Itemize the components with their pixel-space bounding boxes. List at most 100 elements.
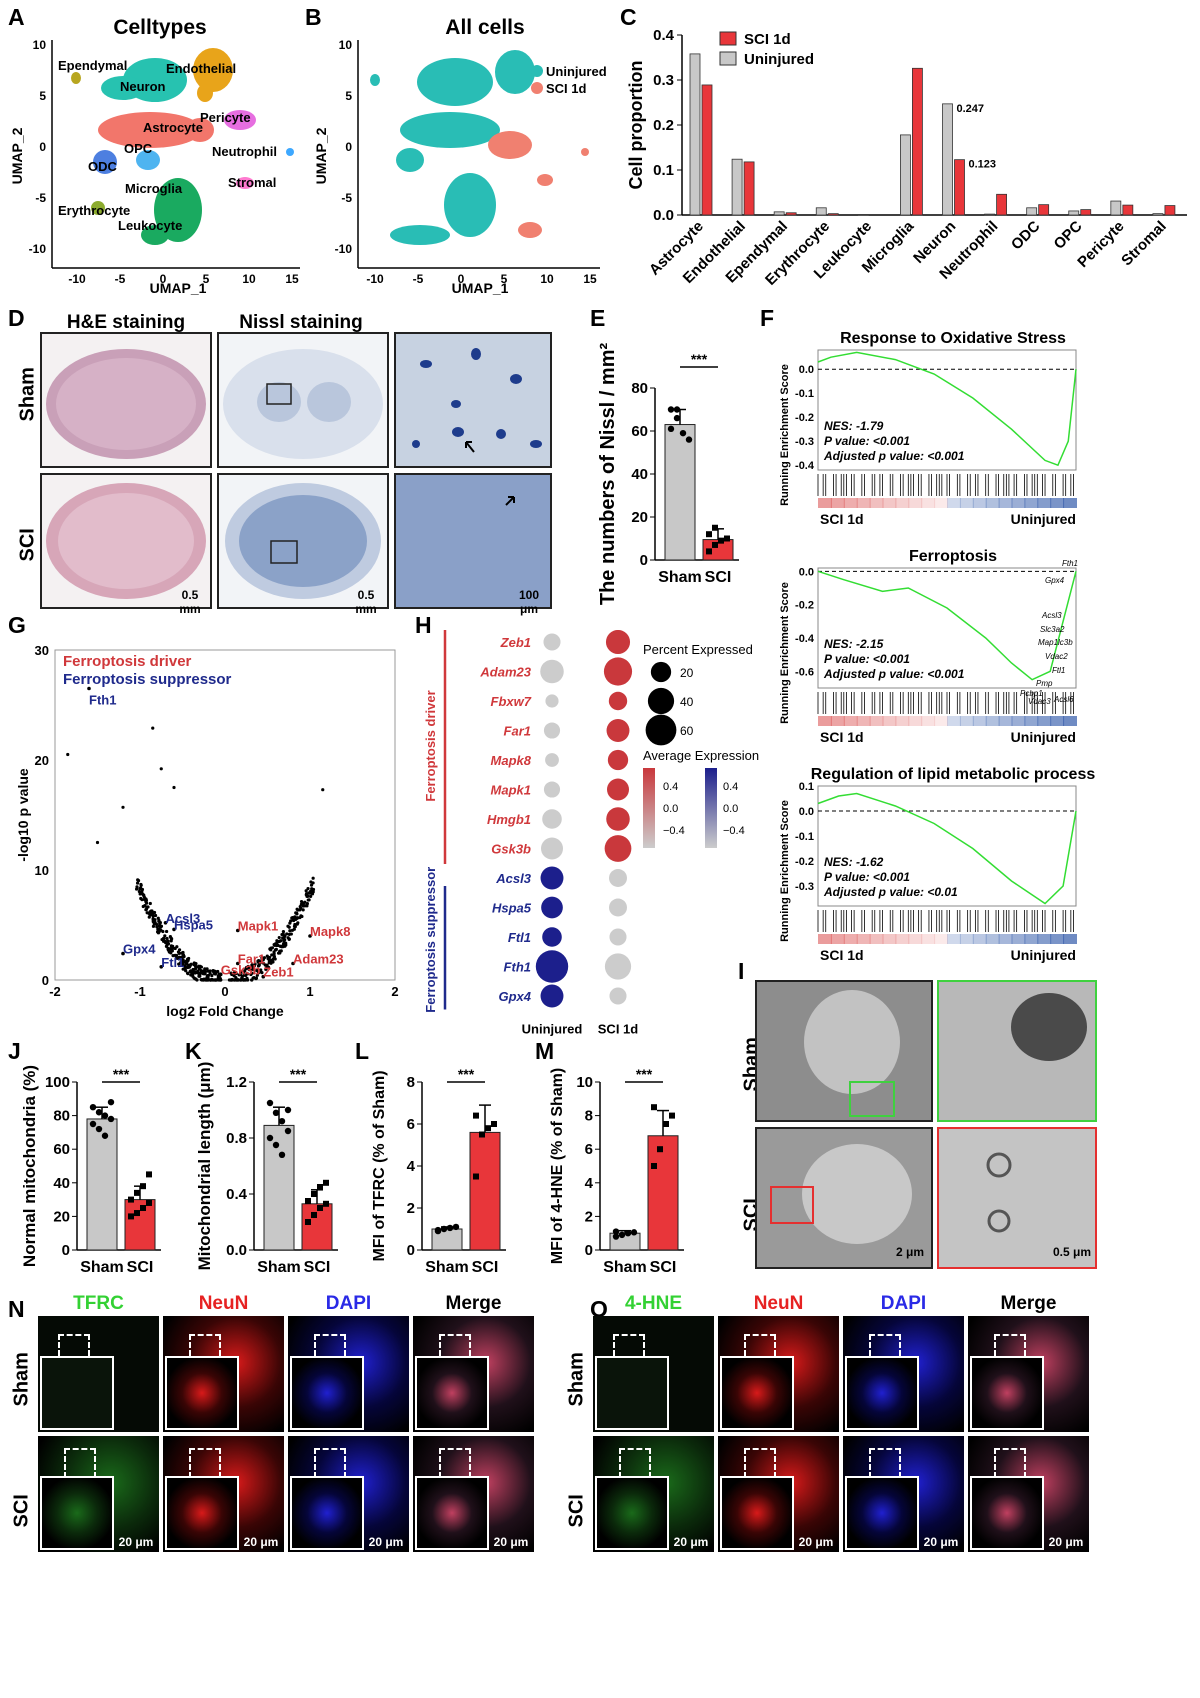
cluster-label: ODC: [88, 159, 118, 174]
tem-sci-image: [755, 1127, 933, 1269]
zoom-inset: [40, 1476, 114, 1550]
gene-label: Hmgb1: [487, 812, 531, 827]
gene-point: [277, 935, 281, 940]
category-label: SCI: [472, 1259, 499, 1276]
y-tick-label: 0.1: [799, 781, 814, 793]
tem-sci-zoom: [937, 1127, 1097, 1269]
rank-band: [985, 934, 1000, 944]
expression-dot: [604, 953, 632, 980]
bar-sci: [954, 159, 965, 216]
gene-point: [159, 924, 164, 928]
scale-bar: 20 μm: [798, 1535, 834, 1549]
y-axis-label: MFI of TFRC (% of Sham): [371, 1070, 388, 1261]
rank-band: [998, 934, 1013, 944]
legend-driver: Ferroptosis driver: [63, 653, 192, 670]
gene-label: Acsl3: [166, 911, 201, 926]
labeled-point: [308, 934, 312, 938]
y-tick-label: -0.3: [795, 881, 814, 893]
gene-label: Gsk3b: [491, 842, 531, 857]
zoom-inset: [165, 1476, 239, 1550]
he-scale-bar: 0.5 mm: [179, 588, 201, 616]
gene-point: [66, 752, 70, 757]
bar-sci: [912, 67, 923, 216]
panel-letter-c: C: [620, 4, 637, 30]
enrichment-curve: [817, 570, 1077, 681]
gene-label: Hspa5: [492, 901, 532, 916]
bar-sci: [827, 213, 839, 216]
gene-point: [311, 876, 315, 880]
gene-label: Zeb1: [263, 965, 293, 980]
gene-label: Acsl3: [1041, 611, 1062, 620]
data-point: [630, 1229, 638, 1236]
zoom-inset: [595, 1476, 669, 1550]
bar-sci: [743, 161, 755, 216]
data-point: [140, 1205, 146, 1211]
d-row-sci: SCI: [16, 528, 39, 562]
bar: [124, 1199, 156, 1251]
y-tick-label: 0.2: [653, 117, 674, 134]
panel-letter-j: J: [8, 1038, 21, 1064]
nissl-sham-image: [217, 332, 389, 468]
y-tick-label: 0.0: [653, 207, 674, 224]
gene-point: [258, 961, 262, 965]
gene-label: Mapk8: [491, 753, 532, 768]
y-tick-label: -0.2: [795, 856, 814, 868]
umap-a-title: Celltypes: [113, 16, 206, 39]
gene-point: [196, 969, 200, 973]
legend-sci: SCI 1d: [546, 81, 587, 96]
gene-point: [242, 973, 246, 977]
rank-band: [1063, 716, 1077, 726]
gene-point: [172, 785, 176, 790]
y-tick-label: 40: [53, 1175, 70, 1192]
size-legend-label: 40: [680, 695, 694, 709]
gene-point: [177, 951, 181, 955]
scale-bar: 20 μm: [368, 1535, 404, 1549]
data-point: [317, 1205, 323, 1211]
data-point: [128, 1213, 134, 1220]
data-point: [446, 1224, 454, 1232]
scale-bar: 20 μm: [243, 1535, 279, 1549]
data-point: [305, 1198, 311, 1204]
gene-point: [210, 974, 214, 978]
rank-band: [882, 716, 897, 726]
y-tick-label: 0: [585, 1242, 593, 1259]
panel-letter-a: A: [8, 4, 25, 30]
scale-bar: 20 μm: [493, 1535, 529, 1549]
data-point: [651, 1163, 657, 1169]
expression-dot: [604, 835, 632, 862]
column-label: Uninjured: [522, 1022, 583, 1037]
channel-header: TFRC: [73, 1293, 124, 1314]
expression-dot: [609, 928, 627, 946]
rank-band: [830, 498, 845, 508]
rank-band: [882, 934, 897, 944]
panel-letter-l: L: [355, 1038, 370, 1064]
gene-point: [289, 932, 293, 936]
nissl-count-chart: 0 20 40 60 80 The numbers of Nissl / mm² Sham S…: [597, 343, 739, 605]
channel-header: 4-HNE: [624, 1293, 682, 1314]
expression-dot: [605, 630, 631, 655]
x-tick-label: 0: [160, 272, 167, 286]
zoom-box: [189, 1448, 221, 1478]
legend-label: SCI 1d: [744, 31, 791, 48]
colorbar-label: −0.4: [663, 825, 685, 837]
y-tick-label: 4: [407, 1158, 416, 1175]
rank-band: [947, 716, 961, 726]
gene-label: Fth1: [1062, 559, 1078, 568]
category-label: Sham: [425, 1259, 469, 1276]
cluster-label: Leukocyte: [118, 218, 182, 233]
expression-dot: [545, 753, 559, 767]
data-point: [305, 1219, 311, 1225]
gene-point: [179, 961, 183, 965]
y-tick-label: 0.1: [653, 162, 674, 179]
gene-point: [165, 929, 169, 934]
data-point: [146, 1171, 152, 1178]
size-legend-dot: [647, 687, 675, 715]
bar-uninjured: [773, 211, 785, 216]
gene-label: Ftl1: [508, 930, 531, 945]
cluster-label: Ependymal: [58, 58, 127, 73]
data-point: [284, 1127, 292, 1135]
y-tick-label: -0.1: [795, 388, 814, 400]
rank-band: [947, 498, 961, 508]
channel-header: NeuN: [753, 1293, 804, 1314]
umap-b-xticks: -10 -5 0 5 10 15: [366, 272, 597, 286]
